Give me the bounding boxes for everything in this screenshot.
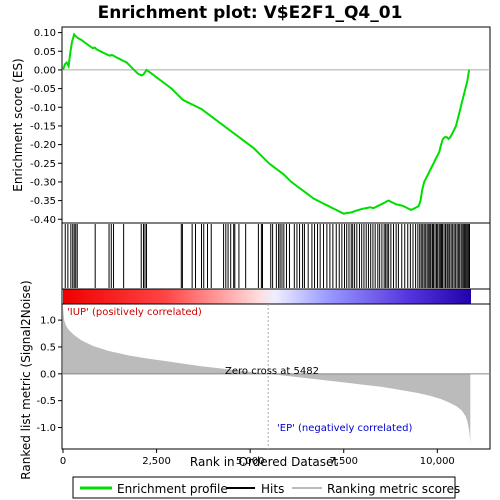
hits-panel (61, 222, 491, 290)
metric-y-tick-label: 1.0 (40, 316, 56, 327)
chart-title: Enrichment plot: V$E2F1_Q4_01 (98, 3, 403, 23)
metric-y-tick-label: 0.0 (40, 369, 56, 380)
x-axis: 0 2,500 5,000 7,500 10,000 (60, 449, 455, 467)
x-tick-label: 0 (60, 456, 66, 467)
metric-y-tick-label: -1.0 (36, 423, 56, 434)
legend-hits-label: Hits (261, 482, 284, 496)
es-y-tick-label: -0.10 (30, 103, 56, 114)
negative-label: 'EP' (negatively correlated) (277, 423, 412, 434)
zero-cross-label: Zero cross at 5482 (225, 366, 319, 377)
es-y-tick-label: -0.20 (30, 140, 56, 151)
metric-y-ticks: 1.0 0.5 0.0 -0.5 -1.0 (36, 316, 62, 434)
x-tick-label: 5,000 (236, 456, 265, 467)
enrichment-profile-line (62, 32, 471, 215)
es-panel: 0.10 0.05 0.00 -0.05 -0.10 -0.15 -0.20 -0.25 -0.… (30, 26, 491, 226)
legend-profile-label: Enrichment profile (117, 482, 228, 496)
metric-y-tick-label: 0.5 (40, 342, 56, 353)
es-y-tick-label: -0.25 (30, 159, 56, 170)
legend: Enrichment profile Hits Ranking metric s… (72, 476, 460, 499)
es-y-tick-label: -0.30 (30, 177, 56, 188)
positive-label: 'IUP' (positively correlated) (67, 307, 202, 318)
ranking-metric-area (63, 306, 471, 444)
es-y-tick-label: -0.05 (30, 84, 56, 95)
es-y-ticks: 0.10 0.05 0.00 -0.05 -0.10 -0.15 -0.20 -0.25 -0.… (30, 28, 62, 226)
es-y-tick-label: -0.35 (30, 196, 56, 207)
hit-marks (64, 224, 471, 288)
metric-y-axis-label: Ranked list metric (Signal2Noise) (19, 280, 33, 479)
es-y-tick-label: 0.10 (34, 28, 56, 39)
x-tick-label: 7,500 (329, 456, 358, 467)
x-axis-label: Rank in Ordered Dataset (190, 455, 338, 469)
es-y-tick-label: 0.05 (34, 47, 56, 58)
metric-panel: 1.0 0.5 0.0 -0.5 -1.0 'IUP' (positively corr… (36, 303, 491, 450)
x-tick-label: 10,000 (420, 456, 455, 467)
rank-colorbar (61, 288, 491, 305)
es-y-tick-label: -0.15 (30, 121, 56, 132)
metric-y-tick-label: -0.5 (36, 396, 56, 407)
legend-metric-label: Ranking metric scores (327, 482, 460, 496)
es-y-tick-label: -0.40 (30, 215, 56, 226)
es-y-tick-label: 0.00 (34, 65, 56, 76)
x-tick-label: 2,500 (142, 456, 171, 467)
es-y-axis-label: Enrichment score (ES) (11, 58, 25, 191)
